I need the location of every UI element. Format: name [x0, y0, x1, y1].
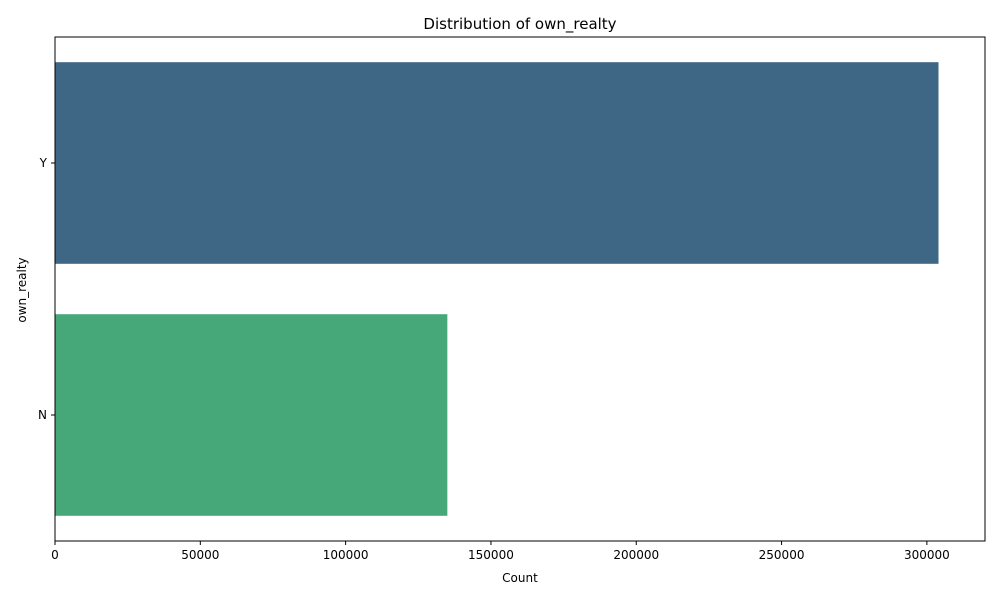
x-axis-label: Count	[502, 571, 538, 585]
x-axis-ticks: 0 50000 100000 150000 200000 250000 300000	[51, 541, 950, 562]
x-tick-label: 100000	[323, 548, 369, 562]
y-tick-label: N	[38, 408, 47, 422]
chart-title: Distribution of own_realty	[423, 15, 616, 34]
y-axis-label: own_realty	[15, 257, 29, 322]
x-tick-label: 0	[51, 548, 59, 562]
y-axis-ticks: YN	[38, 156, 55, 422]
x-tick-label: 300000	[904, 548, 950, 562]
bars-group	[55, 62, 939, 516]
x-tick-label: 150000	[468, 548, 514, 562]
x-tick-label: 50000	[181, 548, 219, 562]
bar-N	[55, 314, 448, 516]
x-tick-label: 200000	[613, 548, 659, 562]
bar-Y	[55, 62, 939, 264]
x-tick-label: 250000	[759, 548, 805, 562]
y-tick-label: Y	[39, 156, 48, 170]
plot-frame	[54, 36, 986, 542]
